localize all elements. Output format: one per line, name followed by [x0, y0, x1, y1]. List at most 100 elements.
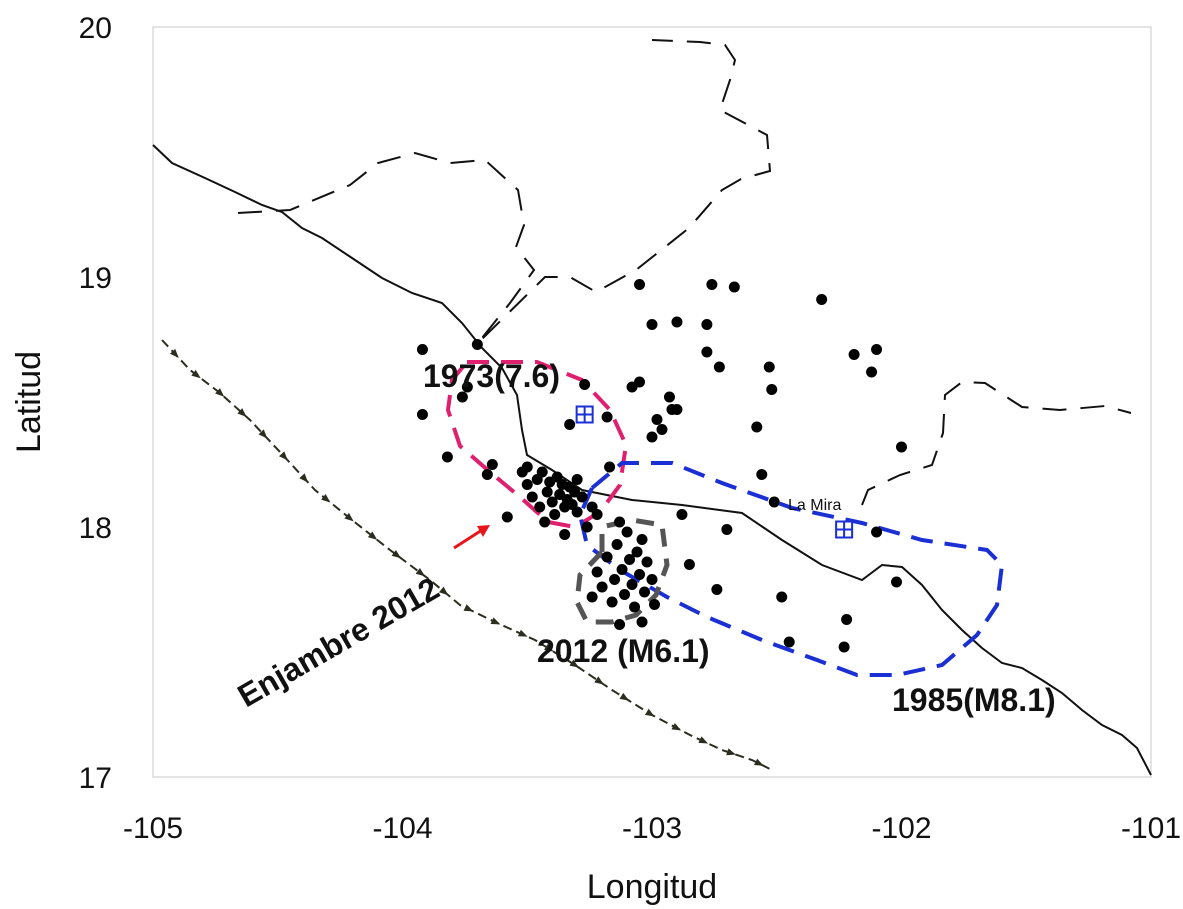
epicenter-point — [763, 361, 775, 373]
epicenter-point — [871, 526, 883, 538]
y-tick-label: 20 — [79, 12, 112, 45]
trench-tooth — [415, 567, 425, 577]
state-boundary-east — [861, 380, 1132, 506]
epicenter-point — [586, 591, 598, 603]
trench-tooth — [279, 451, 288, 461]
epicenter-point — [751, 421, 763, 433]
trench-tooth — [594, 676, 604, 685]
epicenter-point — [606, 596, 618, 608]
epicenter-point — [571, 474, 583, 485]
epicenter-point — [621, 526, 633, 538]
coastline — [152, 144, 1152, 776]
trench-tooth — [169, 348, 179, 358]
label-1985: 1985(M8.1) — [892, 682, 1056, 718]
station-marker — [575, 405, 594, 424]
epicenter-point — [626, 579, 638, 590]
epicenter-point — [841, 614, 853, 625]
epicenter-point — [416, 344, 428, 355]
epicenter-point — [486, 459, 498, 470]
trench-tooth — [544, 643, 554, 652]
epicenter-point — [838, 641, 850, 653]
trench-tooth — [619, 692, 630, 701]
epicenter-point — [559, 529, 571, 540]
epicenter-point — [471, 339, 483, 350]
epicenter-point — [456, 391, 468, 403]
y-tick-label: 18 — [79, 512, 112, 545]
y-tick-label: 17 — [79, 762, 112, 795]
x-tick-label: -104 — [372, 812, 432, 845]
trench-tooth — [698, 736, 709, 744]
trench-tooth — [344, 512, 354, 522]
epicenter-point — [416, 409, 428, 420]
trench-tooth — [463, 604, 474, 612]
trench-tooth — [671, 722, 682, 731]
epicenter-point — [581, 521, 593, 533]
label-la-mira: La Mira — [788, 497, 841, 514]
epicenter-point — [604, 461, 616, 473]
red-arrow — [453, 525, 490, 550]
epicenter-point — [576, 491, 588, 503]
epicenter-point — [701, 319, 713, 330]
epicenter-point — [634, 569, 646, 580]
epicenter-point — [728, 281, 740, 293]
epicenter-point — [614, 516, 626, 528]
epicenter-point — [646, 574, 658, 585]
epicenter-point — [526, 491, 538, 503]
epicenter-point — [629, 601, 641, 613]
epicenter-point — [549, 509, 561, 520]
trench-tooth — [258, 429, 268, 439]
trench-tooth — [237, 408, 247, 417]
x-tick-label: -101 — [1121, 812, 1181, 845]
x-axis-title: Longitud — [587, 868, 717, 906]
trench-tooth — [517, 629, 528, 637]
epicenter-point — [783, 636, 795, 648]
station-markers — [575, 405, 854, 539]
trench-tooth — [644, 708, 655, 717]
trench-tooth — [191, 369, 201, 379]
trench-tooth — [439, 586, 449, 596]
x-tick-label: -103 — [622, 812, 682, 845]
epicenter-point — [768, 496, 780, 508]
epicenter-point — [636, 616, 648, 628]
epicenter-point — [579, 379, 591, 390]
trench-tooth — [215, 388, 225, 397]
y-tick-label: 19 — [79, 262, 112, 295]
epicenter-point — [816, 294, 828, 305]
epicenter-point — [866, 366, 878, 378]
state-boundary — [237, 39, 772, 344]
epicenter-point — [896, 441, 907, 453]
plot-area — [152, 26, 1152, 778]
trench-tooth — [726, 748, 736, 756]
trench-tooth — [321, 493, 331, 503]
epicenter-point — [546, 496, 558, 508]
epicenter-point — [601, 551, 613, 563]
epicenter-point — [713, 361, 725, 373]
epicenter-point — [656, 424, 668, 435]
epicenter-point — [871, 344, 883, 355]
epicenter-point — [539, 516, 551, 528]
epicenter-point — [624, 554, 636, 565]
epicenter-point — [571, 506, 583, 518]
trench-line — [161, 339, 773, 771]
epicenter-point — [636, 534, 648, 545]
epicenter-point — [501, 511, 513, 523]
trench-tooth — [391, 549, 401, 559]
epicenter-point — [616, 564, 628, 575]
epicenter-point — [634, 279, 646, 290]
epicenter-point — [671, 404, 683, 415]
epicenter-point — [663, 391, 675, 403]
epicenter-point — [564, 419, 576, 430]
epicenter-point — [756, 469, 768, 480]
trench-teeth — [169, 348, 764, 766]
epicenter-point — [651, 414, 663, 425]
trench-tooth — [299, 473, 309, 483]
epicenter-point — [671, 316, 683, 328]
epicenter-point — [601, 411, 613, 423]
epicenter-point — [521, 479, 533, 490]
epicenter-point — [614, 619, 626, 630]
x-tick-label: -102 — [871, 812, 931, 845]
epicenter-point — [481, 469, 493, 480]
epicenter-point — [591, 566, 603, 578]
epicenter-point — [706, 279, 718, 290]
x-tick-label: -105 — [123, 812, 183, 845]
